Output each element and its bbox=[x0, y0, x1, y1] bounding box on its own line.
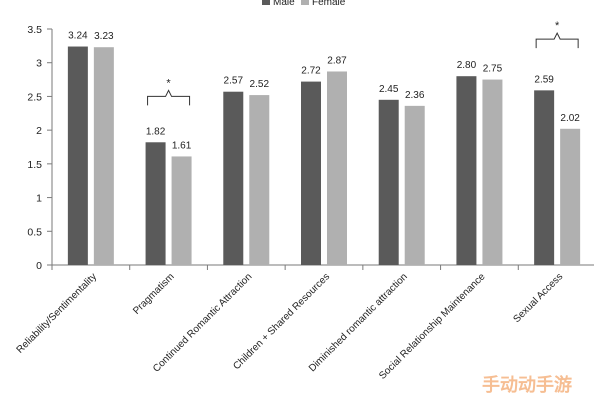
bar-female-1 bbox=[171, 156, 192, 265]
bar-male-1 bbox=[145, 142, 166, 265]
legend-label-male: Male bbox=[273, 0, 295, 8]
legend-swatch-female bbox=[301, 0, 309, 5]
y-tick-label: 1.5 bbox=[27, 159, 42, 171]
value-label-male: 2.72 bbox=[301, 66, 321, 77]
x-category-label: Reliability/Sentimentality bbox=[15, 271, 99, 355]
y-tick-label: 0.5 bbox=[27, 226, 42, 238]
value-label-female: 3.23 bbox=[94, 31, 114, 42]
bar-male-2 bbox=[223, 91, 244, 265]
value-label-male: 2.57 bbox=[224, 76, 244, 87]
bar-female-2 bbox=[249, 95, 270, 265]
significance-markers: ** bbox=[147, 20, 579, 106]
bar-male-0 bbox=[67, 46, 88, 265]
y-tick-label: 2.5 bbox=[27, 91, 42, 103]
bar-female-4 bbox=[404, 105, 425, 266]
value-label-male: 2.59 bbox=[534, 74, 554, 85]
y-tick-label: 1 bbox=[36, 193, 42, 205]
value-label-male: 2.80 bbox=[457, 60, 477, 71]
watermark-text: 手动动手游 bbox=[482, 374, 572, 396]
y-tick-label: 3 bbox=[36, 58, 42, 70]
x-category-label: Pragmatism bbox=[131, 271, 177, 317]
value-label-female: 1.61 bbox=[172, 140, 192, 151]
legend-swatch-male bbox=[262, 0, 270, 5]
value-label-male: 3.24 bbox=[68, 31, 88, 42]
bar-female-3 bbox=[327, 71, 347, 265]
chart-bars bbox=[67, 46, 581, 266]
bar-male-6 bbox=[534, 90, 555, 265]
bar-male-5 bbox=[456, 76, 477, 265]
bar-female-5 bbox=[482, 79, 503, 265]
x-category-label: Sexual Access bbox=[511, 271, 565, 325]
significance-star: * bbox=[166, 77, 171, 89]
value-label-male: 1.82 bbox=[146, 126, 166, 137]
chart-legend: Male Female bbox=[262, 0, 346, 8]
bar-female-0 bbox=[93, 47, 114, 265]
bar-male-3 bbox=[301, 81, 321, 265]
value-label-male: 2.45 bbox=[379, 84, 399, 95]
y-tick-label: 0 bbox=[36, 260, 42, 272]
significance-bracket bbox=[535, 31, 579, 49]
value-label-female: 2.87 bbox=[327, 55, 347, 66]
value-label-female: 2.36 bbox=[405, 90, 425, 101]
y-tick-label: 2 bbox=[36, 125, 42, 137]
bar-male-4 bbox=[378, 99, 399, 265]
chart-axes: 0 0.5 1 1.5 2 2.5 3 3.5 bbox=[27, 24, 594, 272]
bar-female-6 bbox=[560, 128, 581, 265]
y-tick-label: 3.5 bbox=[27, 24, 42, 36]
legend-label-female: Female bbox=[312, 0, 346, 8]
value-label-female: 2.02 bbox=[560, 113, 580, 124]
value-label-female: 2.52 bbox=[250, 79, 270, 90]
significance-bracket bbox=[147, 89, 191, 106]
value-label-female: 2.75 bbox=[483, 64, 503, 75]
significance-star: * bbox=[555, 20, 560, 32]
